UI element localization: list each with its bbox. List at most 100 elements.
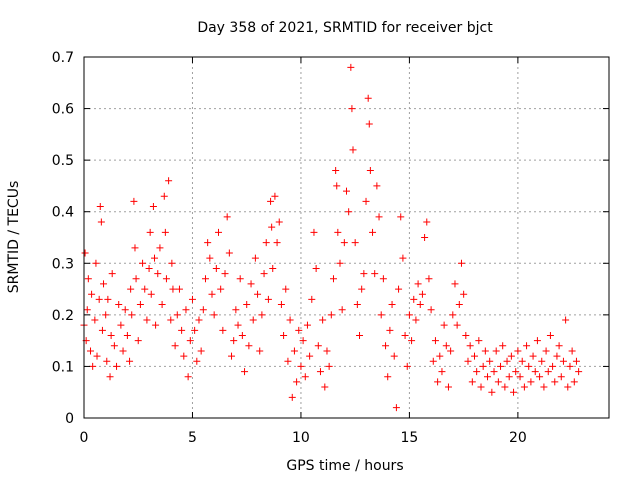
data-point — [333, 182, 341, 190]
data-point — [126, 357, 134, 365]
data-point — [373, 182, 381, 190]
data-point — [306, 352, 314, 360]
data-point — [564, 383, 572, 391]
data-point — [251, 254, 259, 262]
data-point — [132, 275, 140, 283]
data-point — [81, 249, 89, 257]
data-point — [401, 331, 409, 339]
data-point — [423, 218, 431, 226]
data-point — [399, 254, 407, 262]
data-point — [91, 316, 99, 324]
data-point — [277, 301, 285, 309]
data-point — [410, 295, 418, 303]
data-point — [369, 228, 377, 236]
data-point — [173, 311, 181, 319]
gridlines — [84, 57, 609, 418]
data-point — [206, 254, 214, 262]
data-point — [470, 352, 478, 360]
data-point — [103, 357, 111, 365]
data-point — [217, 285, 225, 293]
data-point — [527, 378, 535, 386]
data-point — [549, 362, 557, 370]
y-tick-label: 0 — [65, 411, 74, 427]
data-point — [117, 321, 125, 329]
data-point — [230, 337, 238, 345]
data-point — [358, 285, 366, 293]
data-point — [479, 362, 487, 370]
data-point — [542, 347, 550, 355]
data-point — [121, 306, 129, 314]
data-point — [481, 347, 489, 355]
data-point — [365, 120, 373, 128]
data-point — [490, 368, 498, 376]
data-point — [110, 342, 118, 350]
data-point — [280, 331, 288, 339]
data-point — [184, 373, 192, 381]
data-point — [507, 352, 515, 360]
data-point — [145, 264, 153, 272]
data-point — [418, 290, 426, 298]
y-tick-labels: 0 0.1 0.2 0.3 0.4 0.5 0.6 0.7 — [52, 50, 74, 427]
data-point — [264, 295, 272, 303]
plot-border — [83, 56, 610, 419]
data-point — [462, 331, 470, 339]
x-tick-label: 20 — [509, 430, 527, 446]
data-point — [379, 275, 387, 283]
data-point — [533, 337, 541, 345]
data-point — [323, 347, 331, 355]
data-point — [197, 347, 205, 355]
data-point — [325, 362, 333, 370]
data-point — [128, 311, 136, 319]
x-tick-label: 10 — [292, 430, 310, 446]
data-point — [425, 275, 433, 283]
data-point — [421, 234, 429, 241]
data-point — [87, 347, 95, 355]
data-point — [429, 357, 437, 365]
data-point — [182, 306, 190, 314]
x-tick-labels: 0 5 10 15 20 — [80, 430, 527, 446]
data-point — [525, 362, 533, 370]
data-point — [193, 357, 201, 365]
data-point — [475, 337, 483, 345]
y-tick-label: 0.1 — [52, 359, 74, 375]
data-point — [290, 347, 298, 355]
data-point — [104, 295, 112, 303]
data-point — [234, 321, 242, 329]
data-point — [267, 197, 275, 205]
data-point — [115, 301, 123, 309]
data-point — [340, 239, 348, 247]
data-point — [123, 331, 131, 339]
data-point — [329, 275, 337, 283]
data-point — [273, 239, 281, 247]
data-point — [268, 223, 276, 231]
data-point — [141, 285, 149, 293]
data-point — [431, 337, 439, 345]
data-point — [219, 326, 227, 334]
data-point — [256, 347, 264, 355]
data-point — [327, 311, 335, 319]
data-point — [178, 326, 186, 334]
data-point — [366, 166, 374, 174]
data-point — [297, 362, 305, 370]
data-point — [392, 404, 400, 412]
data-point — [492, 347, 500, 355]
data-point — [301, 373, 309, 381]
data-point — [455, 301, 463, 309]
data-point — [249, 316, 257, 324]
data-point — [96, 203, 104, 211]
data-point — [199, 306, 207, 314]
data-point — [299, 337, 307, 345]
data-point — [518, 357, 526, 365]
data-point — [388, 301, 396, 309]
data-point — [210, 311, 218, 319]
data-point — [570, 378, 578, 386]
data-point — [100, 280, 108, 288]
data-point — [165, 177, 173, 185]
data-point — [397, 213, 405, 221]
data-point — [371, 270, 379, 278]
data-point — [486, 357, 494, 365]
data-point — [553, 352, 561, 360]
data-point — [161, 228, 169, 236]
data-point — [510, 388, 518, 396]
